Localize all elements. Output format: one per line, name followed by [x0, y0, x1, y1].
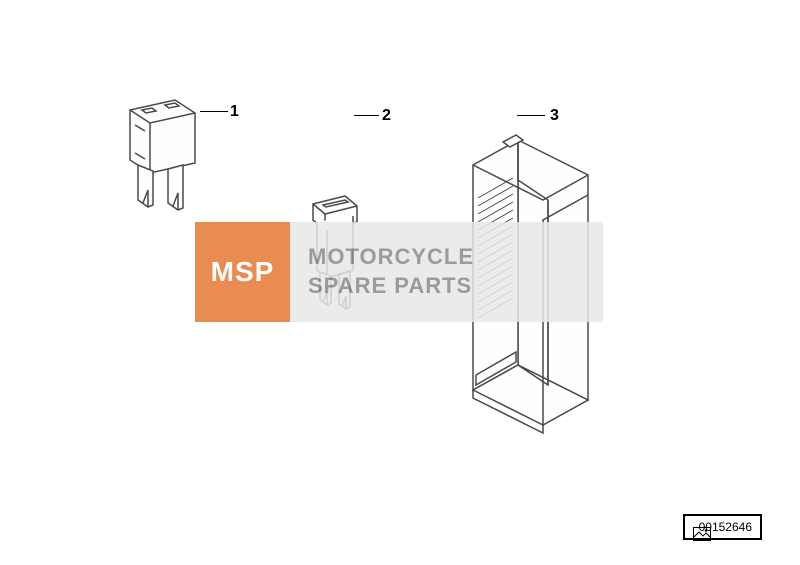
watermark-text: MOTORCYCLE SPARE PARTS: [290, 243, 474, 300]
watermark-logo: MSP: [195, 222, 290, 322]
diagram-container: 1 2 3 MSP MOTORCYCLE SPARE PARTS 0015264…: [0, 0, 800, 565]
callout-line-3: [517, 115, 545, 116]
doc-number-box: 00152646: [683, 514, 762, 540]
callout-line-1: [200, 111, 228, 112]
callout-label-1: 1: [230, 103, 239, 121]
watermark-line1: MOTORCYCLE: [308, 243, 474, 272]
watermark: MSP MOTORCYCLE SPARE PARTS: [195, 222, 603, 322]
part-1-mini-fuse: [120, 95, 205, 225]
watermark-line2: SPARE PARTS: [308, 272, 474, 301]
callout-line-2: [354, 115, 379, 116]
callout-label-3: 3: [550, 107, 559, 125]
callout-label-2: 2: [382, 107, 391, 125]
